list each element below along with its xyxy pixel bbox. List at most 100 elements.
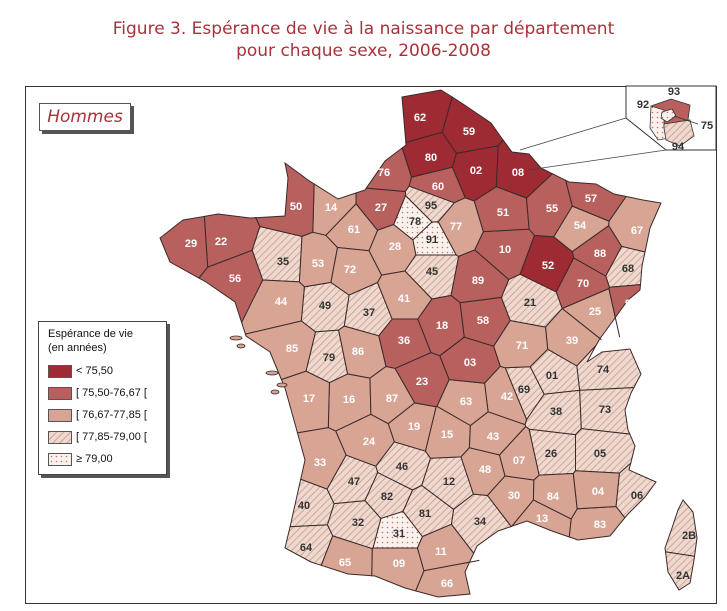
department-label-34: 34	[474, 516, 487, 528]
legend-label-2: [ 75,50-76,67 [	[76, 387, 147, 399]
legend-swatch-5	[48, 452, 72, 466]
department-89	[450, 249, 510, 304]
department-88	[571, 224, 623, 277]
island-3	[265, 370, 279, 376]
department-label-61: 61	[348, 224, 360, 236]
department-label-54: 54	[574, 220, 587, 232]
department-label-35: 35	[277, 256, 289, 268]
department-61	[325, 203, 379, 252]
department-label-48: 48	[479, 464, 491, 476]
department-label-32: 32	[352, 517, 364, 529]
department-label-29: 29	[185, 238, 197, 250]
department-07	[498, 425, 540, 481]
department-label-08: 08	[512, 167, 524, 179]
department-label-46: 46	[396, 461, 408, 473]
department-50	[255, 161, 315, 237]
department-label-38: 38	[550, 406, 562, 418]
department-label-68: 68	[622, 263, 634, 275]
department-label-86: 86	[352, 346, 364, 358]
department-label-33: 33	[314, 457, 326, 469]
department-label-85: 85	[286, 343, 298, 355]
department-06	[615, 461, 657, 519]
department-label-24: 24	[363, 436, 376, 448]
department-label-30: 30	[508, 490, 520, 502]
department-label-10: 10	[499, 244, 511, 256]
department-label-64: 64	[300, 542, 313, 554]
inset-label-93: 93	[668, 86, 680, 98]
department-label-37: 37	[363, 307, 375, 319]
department-94-shape	[663, 119, 695, 147]
department-label-45: 45	[426, 266, 438, 278]
legend-item-4: [ 77,85-79,00 [	[48, 429, 147, 445]
department-label-21: 21	[524, 297, 536, 309]
department-label-59: 59	[463, 126, 475, 138]
department-label-57: 57	[585, 193, 597, 205]
department-label-12: 12	[443, 476, 455, 488]
department-label-05: 05	[594, 448, 606, 460]
department-75-leader	[673, 115, 699, 125]
department-label-49: 49	[319, 300, 331, 312]
inset-label-75: 75	[701, 120, 713, 132]
legend-item-2: [ 75,50-76,67 [	[48, 385, 147, 401]
department-90	[608, 284, 642, 338]
department-label-09: 09	[393, 558, 405, 570]
department-64	[284, 524, 334, 566]
department-label-60: 60	[432, 181, 444, 193]
department-09	[371, 547, 425, 592]
legend-item-5: ≥ 79,00	[48, 451, 113, 467]
department-label-07: 07	[513, 455, 525, 467]
department-label-11: 11	[435, 546, 447, 558]
department-label-76: 76	[378, 167, 390, 179]
island-5	[270, 389, 280, 395]
department-label-62: 62	[414, 112, 426, 124]
legend-swatch-4	[48, 430, 72, 444]
department-label-95: 95	[425, 200, 437, 212]
map-frame	[25, 86, 717, 604]
department-56	[198, 249, 264, 324]
department-01	[529, 348, 581, 395]
island-4	[276, 382, 288, 388]
legend-title: Espérance de vie (en années)	[48, 327, 133, 355]
department-label-01: 01	[546, 370, 558, 382]
department-label-25: 25	[589, 306, 601, 318]
department-label-91: 91	[426, 234, 438, 246]
legend-swatch-2	[48, 386, 72, 400]
department-label-72: 72	[344, 264, 356, 276]
department-label-55: 55	[546, 203, 558, 215]
department-label-28: 28	[389, 241, 401, 253]
figure-title-line2: pour chaque sexe, 2006-2008	[236, 41, 491, 61]
department-label-39: 39	[566, 335, 578, 347]
department-82	[364, 471, 414, 519]
paris-inset-leader-1	[519, 117, 627, 151]
department-label-47: 47	[348, 476, 360, 488]
legend-swatch-1	[48, 364, 72, 378]
department-29	[159, 215, 209, 279]
department-label-19: 19	[408, 421, 420, 433]
department-08	[495, 139, 554, 199]
department-label-80: 80	[425, 152, 437, 164]
department-57	[564, 179, 628, 222]
department-label-69: 69	[518, 384, 530, 396]
island-1	[229, 335, 243, 341]
department-label-15: 15	[441, 429, 453, 441]
legend-title-line2: (en années)	[48, 342, 107, 354]
department-label-2A: 2A	[676, 570, 690, 582]
department-label-41: 41	[398, 293, 410, 305]
department-label-16: 16	[343, 394, 355, 406]
department-label-65: 65	[339, 557, 351, 569]
department-label-03: 03	[464, 357, 476, 369]
department-label-67: 67	[631, 225, 643, 237]
department-label-84: 84	[547, 491, 560, 503]
department-label-53: 53	[312, 258, 324, 270]
department-75-shape	[660, 108, 677, 123]
department-label-22: 22	[215, 236, 227, 248]
department-87	[369, 365, 416, 425]
legend-label-4: [ 77,85-79,00 [	[76, 431, 147, 443]
department-label-88: 88	[594, 248, 606, 260]
department-label-27: 27	[375, 202, 387, 214]
department-62	[401, 89, 453, 144]
department-label-74: 74	[597, 364, 610, 376]
department-label-81: 81	[419, 508, 431, 520]
department-73	[579, 386, 635, 435]
